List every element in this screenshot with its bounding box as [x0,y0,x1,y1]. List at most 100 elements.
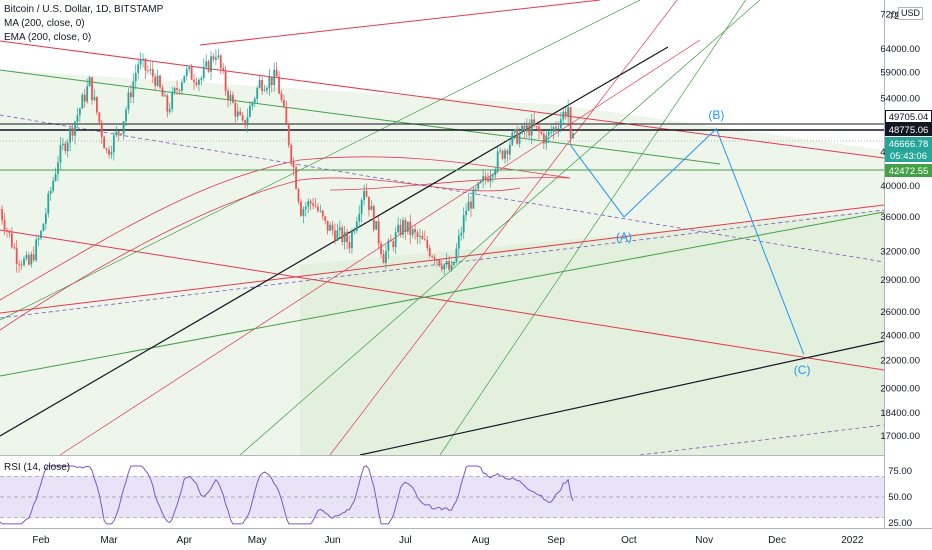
time-tick: Sep [547,535,565,546]
candle-body [168,109,171,112]
candle-body [331,224,334,231]
candle-body [474,188,477,190]
wave-label-3: (C) [794,363,811,377]
elliott-waves: (A) (B) (C) [570,108,811,377]
candle-body [171,92,174,110]
candle-body [355,221,358,231]
candle-body [317,206,319,211]
candle-body [210,56,212,72]
candle-body [125,109,127,122]
candle-body [188,67,191,70]
candle-body [1,209,4,221]
candle-body [538,126,540,132]
candle-body [540,131,543,134]
candle-body [455,248,458,262]
candle-body [496,151,499,170]
channel-lower [0,229,884,371]
candle-body [91,77,93,101]
candle-body [115,131,118,136]
candle-body [266,87,268,91]
candle-body [457,235,460,249]
time-tick: Feb [32,535,50,546]
candle-body [173,88,176,93]
candle-body [146,70,149,72]
candle-body [112,135,115,153]
candle-body [190,67,193,80]
ema-200-line [0,156,571,301]
candle-body [421,235,424,240]
candle-body [134,72,137,82]
candle-body [256,87,259,99]
currency-badge[interactable]: USD [898,7,924,20]
candle-body [268,76,271,88]
fan-lines [0,0,761,455]
candle-body [547,132,550,136]
candle-body [236,111,239,117]
candle-body [404,220,407,232]
candle-body [465,210,468,216]
candle-body [35,239,38,261]
candle-body [61,143,64,146]
candle-body [336,230,339,241]
rsi-tick: 25.00 [888,518,912,529]
candle-body [542,133,545,144]
ma-indicator-label[interactable]: MA (200, close, 0) [4,18,85,29]
candle-body [180,82,183,91]
candle-body [506,150,509,155]
candle-body [222,68,225,71]
candle-body [3,220,6,230]
candle-body [108,149,110,155]
candle-body [285,106,288,124]
candle-body [137,64,140,73]
candle-body [6,229,8,231]
candle-body [300,201,302,216]
candle-body [149,69,152,71]
candle-body [227,90,229,101]
candle-body [559,119,562,129]
candle-body [69,128,72,143]
candle-body [81,94,84,109]
candle-body [346,231,348,243]
candle-body [572,133,574,138]
candle-body [433,256,436,261]
candle-body [399,224,402,235]
candle-body [10,233,13,248]
rsi-indicator-label[interactable]: RSI (14, close) [4,462,71,473]
candle-body [71,128,74,136]
candle-body [59,145,62,163]
time-tick: Mar [100,535,118,546]
candle-body [353,230,356,232]
price-tick: 17000.00 [880,431,920,442]
trend-black-lower [359,340,884,455]
candle-body [312,203,314,206]
ema-indicator-label[interactable]: EMA (200, close, 0) [4,32,92,43]
candle-body [443,264,446,270]
candle-body [525,125,528,132]
price-tick: 54000.00 [880,94,920,105]
candle-body [127,92,130,110]
candle-body [246,117,249,126]
candle-body [304,206,307,209]
candle-body [86,86,89,102]
price-tick: 36000.00 [880,212,920,223]
candle-body [477,182,480,189]
candle-body [460,232,463,236]
candle-body [508,144,511,155]
channel-zone-green-inner [300,210,884,455]
candle-body [176,88,178,91]
ma-curve [329,177,571,191]
candle-body [416,232,419,237]
candle-body [295,167,297,189]
candle-body [229,94,232,101]
candle-body [521,125,523,134]
candle-body [375,221,378,230]
candle-body [436,260,438,261]
time-tick: Jul [399,535,412,546]
time-tick: Aug [472,535,490,546]
candle-body [385,250,387,264]
candle-body [205,61,208,67]
candle-body [431,256,434,257]
candle-body [426,239,429,248]
candle-body [253,98,256,103]
